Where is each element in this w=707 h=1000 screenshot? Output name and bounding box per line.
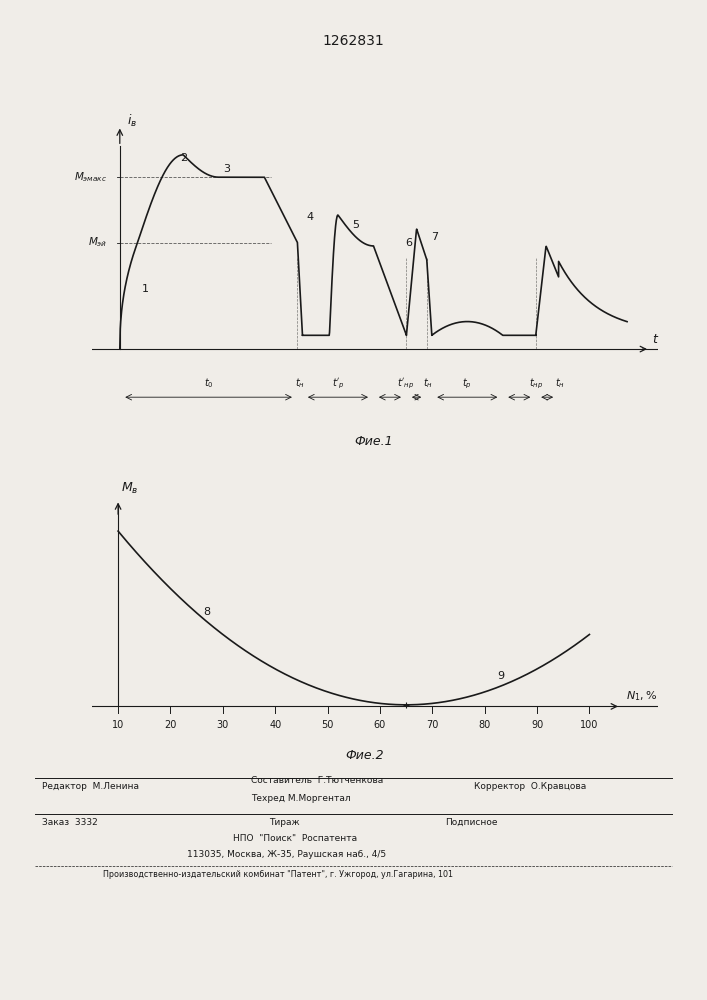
Text: 9: 9 [497,671,504,681]
Text: 4: 4 [306,212,314,222]
Text: $t_р$: $t_р$ [462,377,472,391]
Text: 1: 1 [141,284,148,294]
Text: 50: 50 [322,720,334,730]
Text: 8: 8 [204,607,211,617]
Text: НПО  "Поиск"  Роспатента: НПО "Поиск" Роспатента [233,834,358,843]
Text: $t$: $t$ [653,333,660,346]
Text: 60: 60 [374,720,386,730]
Text: 1262831: 1262831 [322,34,385,48]
Text: $M_в$: $M_в$ [121,481,138,496]
Text: Фиe.2: Фиe.2 [345,749,384,762]
Text: 30: 30 [217,720,229,730]
Text: 40: 40 [269,720,281,730]
Text: 3: 3 [223,164,230,174]
Text: 90: 90 [531,720,543,730]
Text: 10: 10 [112,720,124,730]
Text: 70: 70 [426,720,438,730]
Text: $t_0$: $t_0$ [204,377,214,390]
Text: 5: 5 [352,220,359,230]
Text: Заказ  3332: Заказ 3332 [42,818,98,827]
Text: 2: 2 [180,153,187,163]
Text: 6: 6 [405,237,412,247]
Text: $M_{эмакс}$: $M_{эмакс}$ [74,170,107,184]
Text: $t'_{нр}$: $t'_{нр}$ [397,377,414,391]
Text: Редактор  М.Ленина: Редактор М.Ленина [42,782,139,791]
Text: Фиe.1: Фиe.1 [354,435,393,448]
Text: Подписное: Подписное [445,818,498,827]
Text: Производственно-издательский комбинат "Патент", г. Ужгород, ул.Гагарина, 101: Производственно-издательский комбинат "П… [103,870,452,879]
Text: Тираж: Тираж [269,818,299,827]
Text: $t_н$: $t_н$ [554,377,565,390]
Text: 100: 100 [580,720,599,730]
Text: $t_н$: $t_н$ [423,377,433,390]
Text: $M_{эй}$: $M_{эй}$ [88,236,107,249]
Text: 113035, Москва, Ж-35, Раушская наб., 4/5: 113035, Москва, Ж-35, Раушская наб., 4/5 [187,850,387,859]
Text: $t'_р$: $t'_р$ [332,377,344,391]
Text: Корректор  О.Кравцова: Корректор О.Кравцова [474,782,586,791]
Text: 20: 20 [164,720,177,730]
Text: 7: 7 [431,232,438,242]
Text: $i_в$: $i_в$ [127,113,138,129]
Text: 80: 80 [479,720,491,730]
Text: $t_{нр}$: $t_{нр}$ [529,377,543,391]
Text: $N_1, \%$: $N_1, \%$ [626,689,658,703]
Text: $t_н$: $t_н$ [295,377,305,390]
Text: Составитель  Г.Тютченкова: Составитель Г.Тютченкова [251,776,383,785]
Text: Техред М.Моргентал: Техред М.Моргентал [251,794,351,803]
